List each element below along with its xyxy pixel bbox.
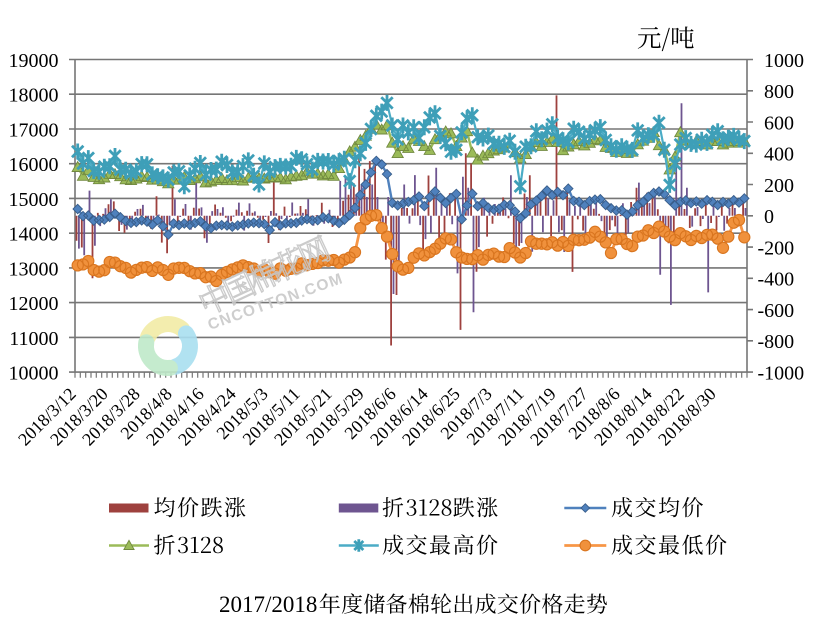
svg-text:15000: 15000 (9, 189, 59, 211)
svg-text:-200: -200 (758, 237, 795, 259)
svg-text:14000: 14000 (9, 224, 59, 246)
svg-text:18000: 18000 (9, 85, 59, 107)
svg-text:16000: 16000 (9, 154, 59, 176)
svg-text:200: 200 (764, 175, 794, 197)
svg-text:19000: 19000 (9, 50, 59, 72)
svg-text:-600: -600 (758, 300, 795, 322)
svg-text:17000: 17000 (9, 120, 59, 142)
svg-text:-1000: -1000 (758, 362, 805, 384)
svg-text:13000: 13000 (9, 258, 59, 280)
svg-text:600: 600 (764, 112, 794, 134)
svg-text:-800: -800 (758, 331, 795, 353)
svg-text:2017/2018: 2017/2018 (219, 592, 317, 617)
svg-text:11000: 11000 (9, 328, 58, 350)
svg-text:1000: 1000 (764, 50, 804, 72)
svg-text:800: 800 (764, 81, 794, 103)
svg-text:-400: -400 (758, 269, 795, 291)
svg-text:0: 0 (764, 206, 774, 228)
svg-text:12000: 12000 (9, 293, 59, 315)
svg-text:400: 400 (764, 144, 794, 166)
svg-text:10000: 10000 (9, 363, 59, 385)
